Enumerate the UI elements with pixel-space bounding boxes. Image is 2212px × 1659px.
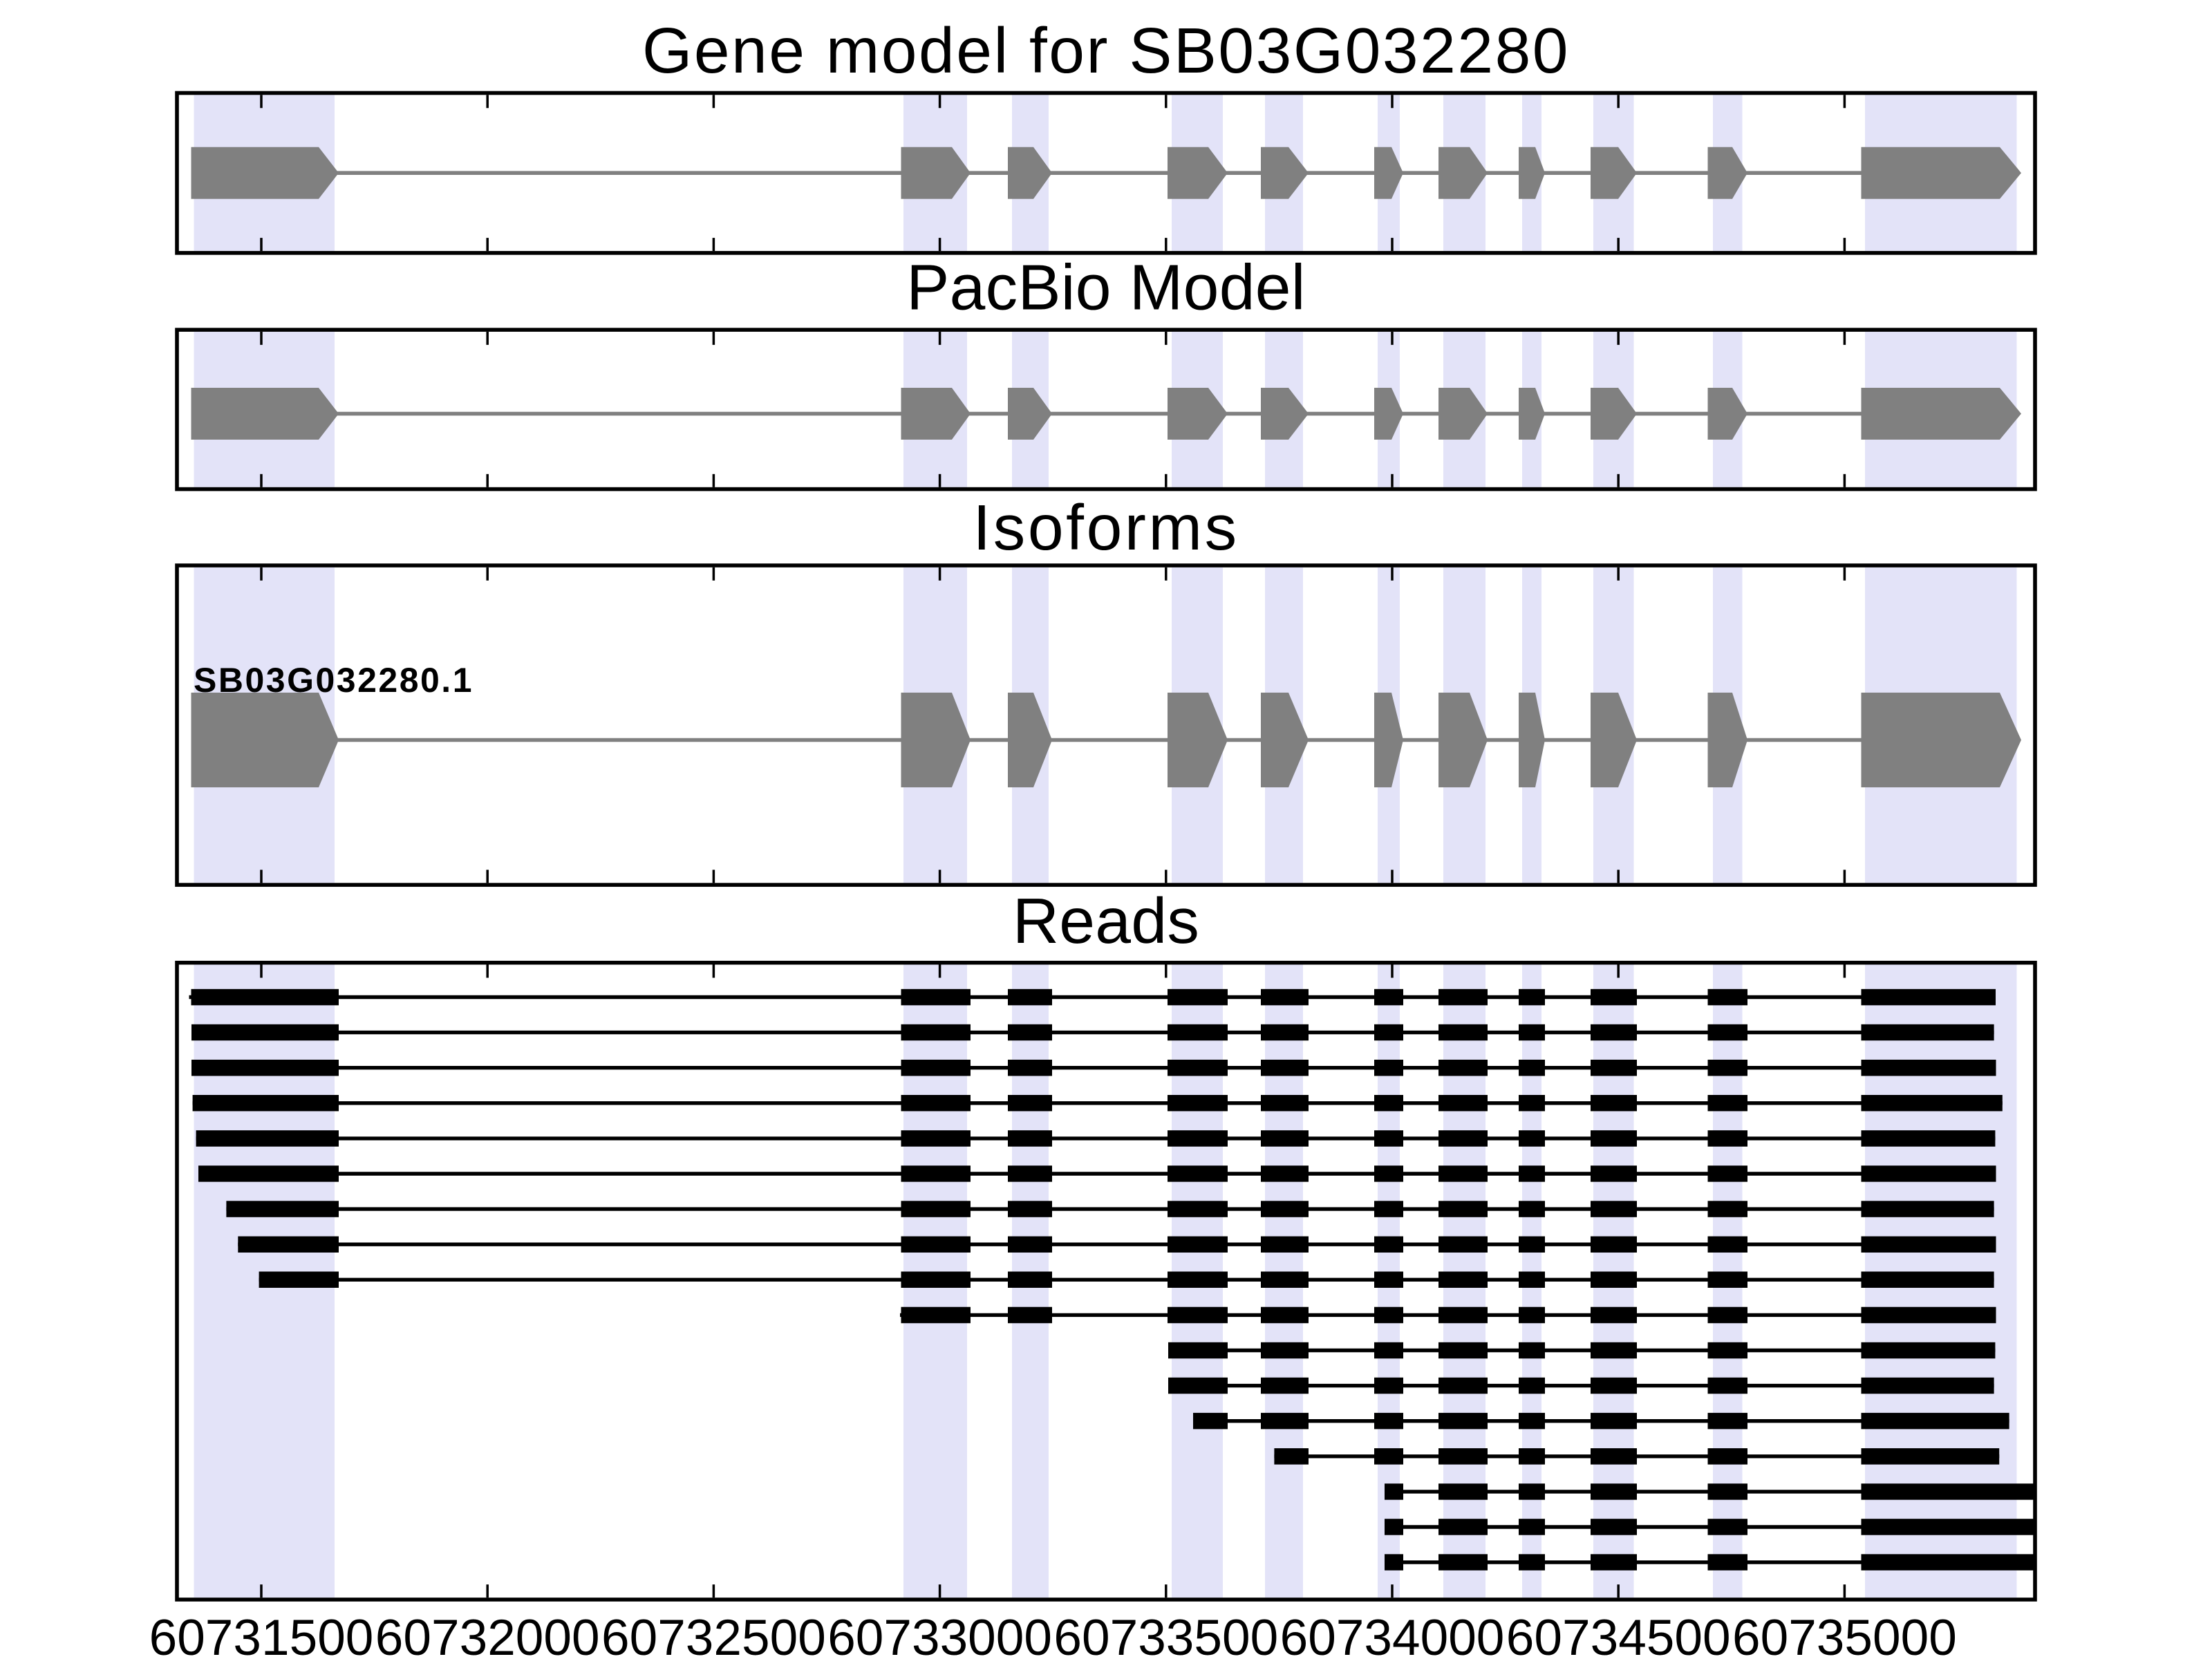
svg-text:Reads: Reads <box>1013 885 1199 957</box>
svg-text:60734500: 60734500 <box>1506 1610 1731 1659</box>
svg-text:60731500: 60731500 <box>149 1610 374 1659</box>
svg-text:60734000: 60734000 <box>1280 1610 1505 1659</box>
svg-text:60732000: 60732000 <box>375 1610 600 1659</box>
svg-text:60735000: 60735000 <box>1732 1610 1957 1659</box>
svg-text:PacBio Model: PacBio Model <box>906 252 1305 324</box>
svg-text:Gene model for SB03G032280: Gene model for SB03G032280 <box>642 15 1570 86</box>
svg-text:Isoforms: Isoforms <box>973 491 1239 563</box>
svg-text:60732500: 60732500 <box>601 1610 826 1659</box>
svg-text:60733000: 60733000 <box>827 1610 1052 1659</box>
svg-text:SB03G032280.1: SB03G032280.1 <box>194 661 474 700</box>
svg-text:60733500: 60733500 <box>1053 1610 1278 1659</box>
